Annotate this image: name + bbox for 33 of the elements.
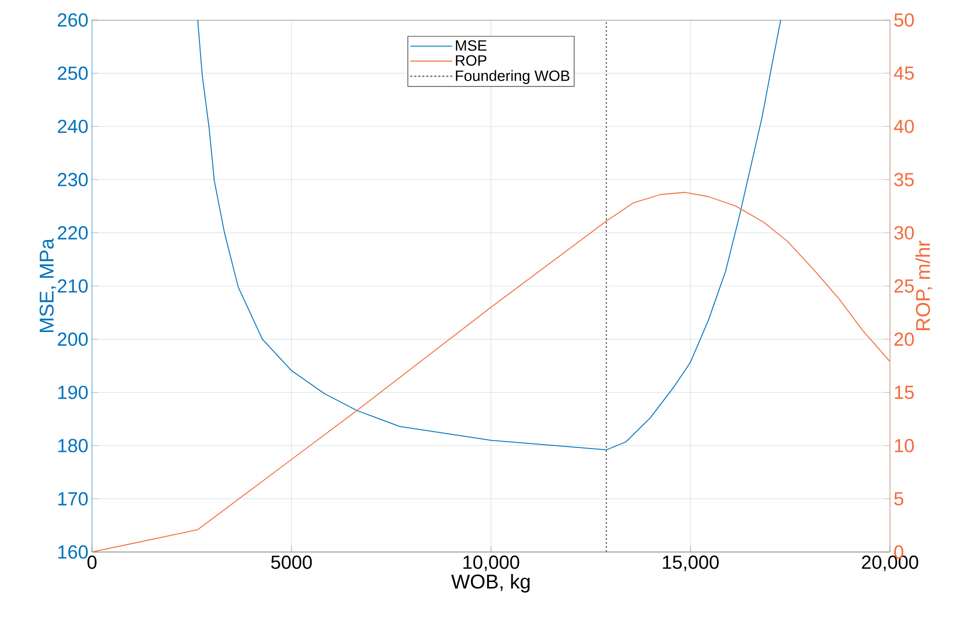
y-tick-label: 190 (58, 386, 88, 400)
x-tick-label: 0 (87, 556, 97, 569)
x-axis-title: WOB, kg (451, 574, 530, 593)
legend-label: ROP (456, 55, 486, 66)
y-tick-label: 220 (58, 226, 88, 240)
y2-tick-label: 40 (894, 120, 914, 134)
y2-tick-label: 50 (894, 13, 914, 27)
x-tick-label: 10,000 (463, 556, 520, 572)
line-series (92, 192, 890, 552)
y2-tick-label: 35 (894, 172, 914, 186)
y2-tick-label: 5 (894, 492, 904, 506)
y2-tick-label: 20 (894, 332, 914, 346)
y-tick-label: 230 (58, 172, 88, 186)
y-axis-title: MSE, MPa (40, 238, 56, 332)
x-tick-label: 5000 (271, 556, 312, 569)
line-series (197, 20, 782, 450)
y-tick-label: 240 (58, 120, 88, 134)
y2-axis-title: ROP, m/hr (915, 240, 932, 330)
y-tick-label: 160 (58, 545, 88, 559)
y2-tick-label: 10 (894, 438, 914, 452)
legend-label: MSE (456, 40, 486, 51)
y-tick-label: 200 (58, 332, 88, 346)
y-tick-label: 170 (58, 492, 88, 506)
y2-tick-label: 30 (894, 226, 914, 240)
ref-line-label: Foundering WOB (456, 70, 570, 84)
y2-tick-label: 25 (894, 279, 914, 293)
y2-tick-label: 15 (894, 386, 914, 400)
y2-tick-label: 45 (894, 66, 914, 80)
y-tick-label: 260 (58, 13, 88, 27)
y-tick-label: 180 (58, 438, 88, 452)
x-tick-label: 15,000 (662, 556, 719, 572)
y-tick-label: 250 (58, 66, 88, 80)
y-tick-label: 210 (58, 279, 88, 293)
